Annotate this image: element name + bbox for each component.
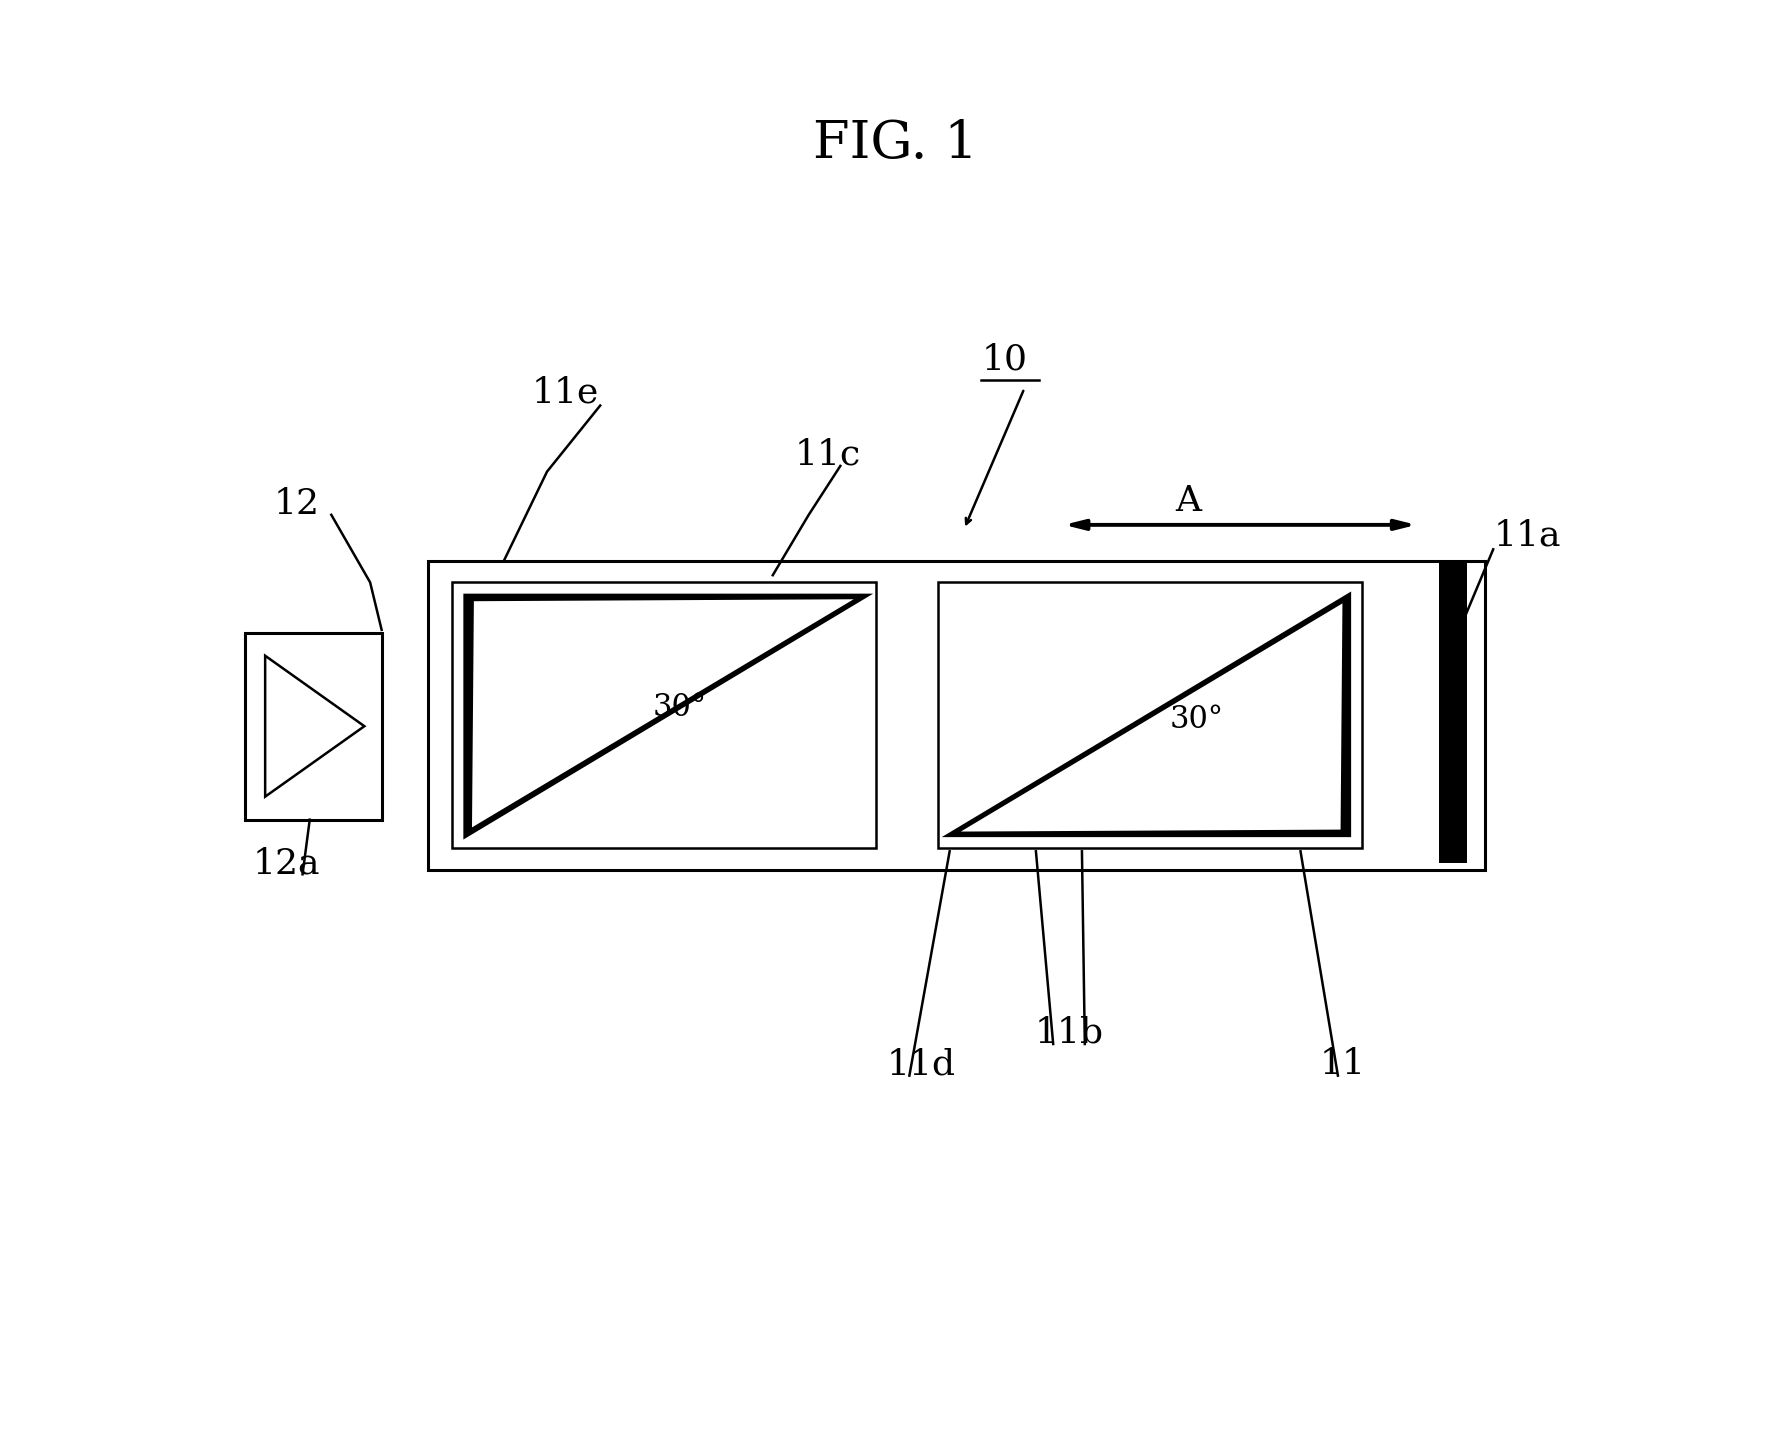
Bar [428,561,1483,870]
Text: 11: 11 [1318,1047,1365,1081]
Text: 11c: 11c [794,437,861,472]
Text: 11e: 11e [531,375,598,410]
Bar [937,582,1361,848]
Polygon shape [265,656,365,797]
Polygon shape [961,604,1342,831]
Text: 11a: 11a [1492,518,1560,552]
Polygon shape [952,597,1347,834]
Bar [1438,561,1467,863]
Text: 10: 10 [980,342,1027,377]
Text: A: A [1175,483,1200,518]
Text: 30°: 30° [651,692,707,723]
Bar [453,582,877,848]
Text: 11b: 11b [1034,1015,1104,1050]
Text: 12a: 12a [252,846,320,880]
Bar [245,633,381,820]
Text: 12: 12 [274,486,320,521]
Text: 30°: 30° [1170,703,1224,735]
Polygon shape [467,597,862,834]
Text: FIG. 1: FIG. 1 [812,118,977,170]
Text: 11d: 11d [886,1047,955,1081]
Polygon shape [472,600,853,827]
